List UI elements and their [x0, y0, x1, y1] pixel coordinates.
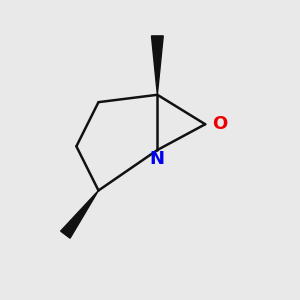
Polygon shape — [61, 190, 98, 238]
Text: O: O — [212, 115, 228, 133]
Text: N: N — [150, 150, 165, 168]
Polygon shape — [152, 36, 163, 95]
